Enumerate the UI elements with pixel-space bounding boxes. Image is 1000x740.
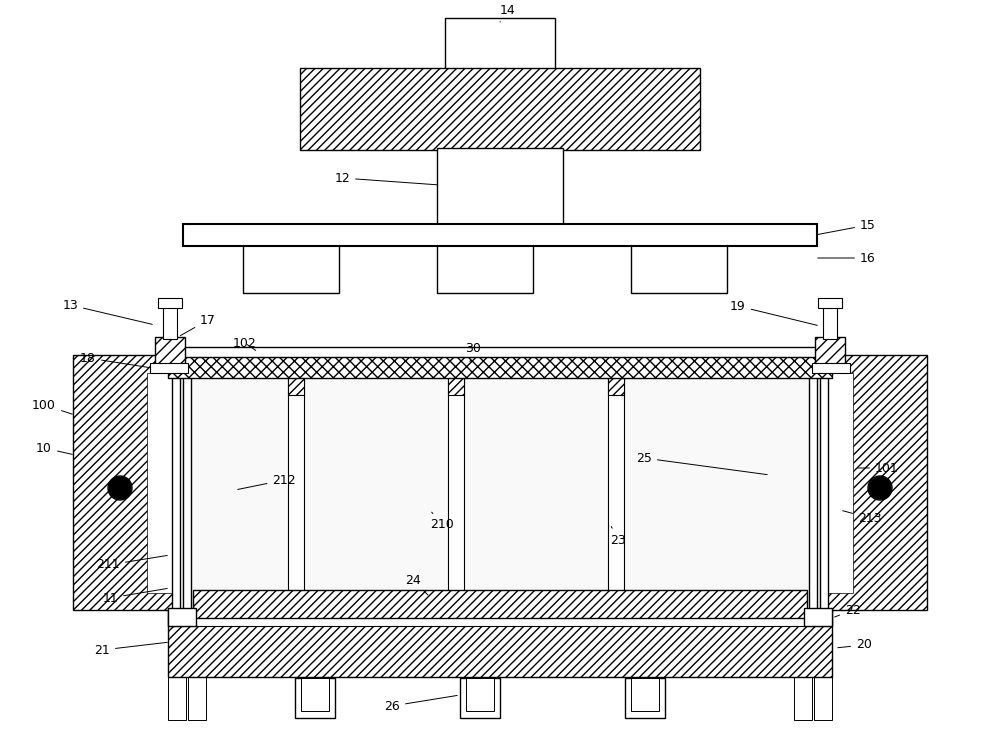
Bar bbox=[163, 305, 177, 339]
Bar bbox=[172, 373, 180, 625]
Text: 17: 17 bbox=[180, 314, 216, 336]
Text: 19: 19 bbox=[730, 300, 817, 326]
Bar bbox=[804, 608, 832, 626]
Bar bbox=[448, 373, 464, 395]
Bar bbox=[73, 355, 173, 610]
Text: 13: 13 bbox=[62, 298, 152, 324]
Circle shape bbox=[869, 477, 891, 499]
Bar bbox=[158, 298, 182, 308]
Bar bbox=[827, 355, 927, 610]
Bar bbox=[168, 347, 832, 357]
Text: 21: 21 bbox=[94, 642, 167, 656]
Bar bbox=[828, 373, 853, 593]
Bar bbox=[815, 337, 845, 367]
Bar bbox=[168, 620, 186, 720]
Text: 30: 30 bbox=[465, 341, 481, 362]
Text: 25: 25 bbox=[636, 451, 767, 474]
Bar bbox=[168, 608, 196, 626]
Text: 14: 14 bbox=[500, 4, 516, 22]
Bar bbox=[147, 373, 172, 593]
Bar bbox=[445, 18, 555, 70]
Text: 212: 212 bbox=[238, 474, 296, 489]
Text: 18: 18 bbox=[80, 352, 149, 368]
Bar bbox=[823, 305, 837, 339]
Bar bbox=[168, 354, 832, 378]
Bar bbox=[809, 373, 817, 625]
Bar bbox=[608, 373, 624, 395]
Bar bbox=[300, 68, 700, 150]
Bar bbox=[155, 337, 185, 367]
Bar bbox=[188, 620, 206, 720]
Text: 16: 16 bbox=[818, 252, 876, 264]
Text: 24: 24 bbox=[405, 574, 428, 595]
Bar bbox=[812, 363, 850, 373]
Text: 20: 20 bbox=[838, 639, 872, 651]
Bar bbox=[437, 148, 563, 226]
Bar bbox=[301, 678, 329, 711]
Text: 23: 23 bbox=[610, 526, 626, 547]
Bar bbox=[168, 625, 832, 677]
Text: 22: 22 bbox=[835, 604, 861, 617]
Text: 213: 213 bbox=[843, 511, 882, 525]
Bar bbox=[794, 620, 812, 720]
Text: 11: 11 bbox=[102, 588, 167, 605]
Bar bbox=[437, 245, 533, 293]
Bar bbox=[466, 678, 494, 711]
Text: 102: 102 bbox=[233, 337, 257, 351]
Bar bbox=[608, 373, 624, 625]
Bar bbox=[183, 224, 817, 246]
Bar bbox=[288, 373, 304, 395]
Bar bbox=[168, 616, 832, 626]
Bar bbox=[625, 678, 665, 718]
Bar bbox=[814, 620, 832, 720]
Circle shape bbox=[109, 477, 131, 499]
Bar bbox=[460, 678, 500, 718]
Bar bbox=[448, 373, 464, 625]
Text: 12: 12 bbox=[334, 172, 437, 185]
Bar bbox=[295, 678, 335, 718]
Text: 26: 26 bbox=[384, 696, 457, 713]
Bar bbox=[631, 245, 727, 293]
Bar bbox=[183, 373, 191, 625]
Bar bbox=[168, 373, 832, 625]
Text: 100: 100 bbox=[32, 399, 72, 414]
Bar bbox=[818, 298, 842, 308]
Text: 211: 211 bbox=[96, 556, 167, 571]
Text: 15: 15 bbox=[818, 218, 876, 235]
Bar bbox=[193, 590, 807, 618]
Bar bbox=[243, 245, 339, 293]
Text: 10: 10 bbox=[36, 442, 72, 454]
Text: 210: 210 bbox=[430, 512, 454, 531]
Bar bbox=[820, 373, 828, 625]
Bar bbox=[150, 363, 188, 373]
Text: 101: 101 bbox=[858, 462, 899, 474]
Bar bbox=[631, 678, 659, 711]
Bar bbox=[288, 373, 304, 625]
